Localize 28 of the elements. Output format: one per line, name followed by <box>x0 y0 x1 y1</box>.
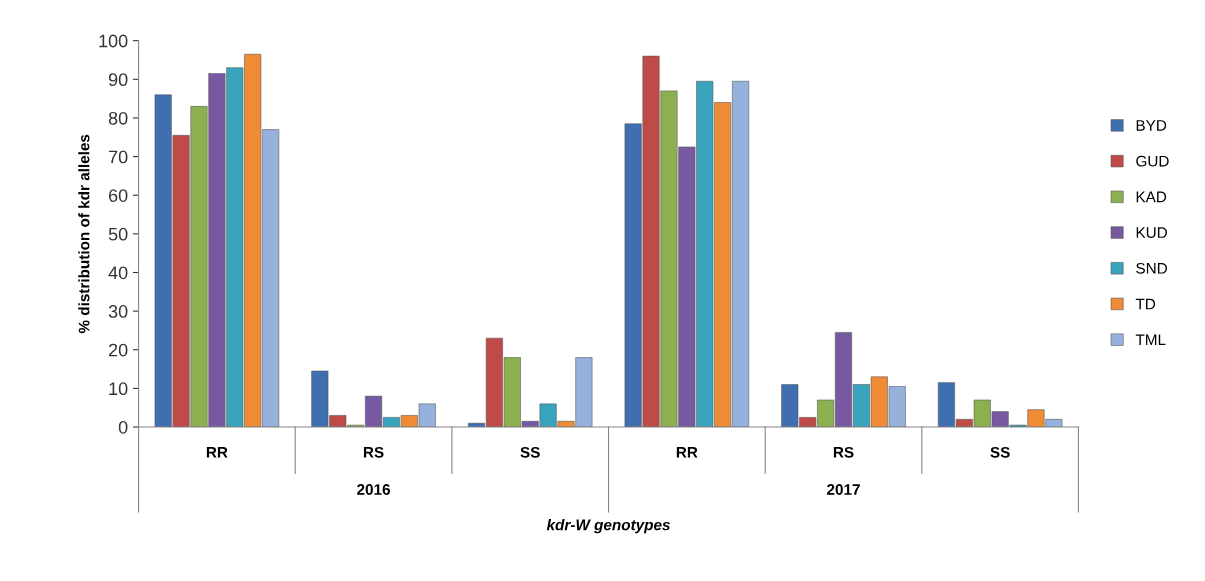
legend-label: TD <box>1135 298 1156 310</box>
y-tick-label: 10 <box>109 382 128 396</box>
y-tick-label: 70 <box>109 150 128 164</box>
text: 2016 <box>357 484 390 495</box>
legend-label: TML <box>1135 334 1166 345</box>
y-tick-label: 90 <box>108 73 128 87</box>
legend-label: SND <box>1136 262 1167 274</box>
y-tick-label: 0 <box>118 420 128 434</box>
y-tick-label: 80 <box>108 111 128 125</box>
y-axis-title: % distribution of kdr alleles <box>78 134 90 334</box>
x-tick-label: RR <box>676 447 698 458</box>
x-tick-label: RR <box>206 447 228 458</box>
y-tick-label: 40 <box>108 266 128 280</box>
legend-label: KAD <box>1136 191 1167 203</box>
y-tick-label: 100 <box>99 34 128 48</box>
x-tick-label: SS <box>990 446 1010 458</box>
y-tick-label: 50 <box>108 227 128 241</box>
legend-label: GUD <box>1136 155 1169 167</box>
x-tick-label: RS <box>833 446 854 458</box>
x-tick-label: RS <box>363 446 384 458</box>
x-axis-title: kdr-W genotypes <box>546 519 670 534</box>
text: 2017 <box>827 484 860 495</box>
y-tick-label: 20 <box>108 343 128 357</box>
x-tick-label: SS <box>520 446 540 458</box>
legend-label: KUD <box>1136 227 1167 238</box>
legend-label: BYD <box>1136 120 1167 131</box>
y-tick-label: 30 <box>108 305 128 318</box>
y-tick-label: 60 <box>108 189 128 202</box>
